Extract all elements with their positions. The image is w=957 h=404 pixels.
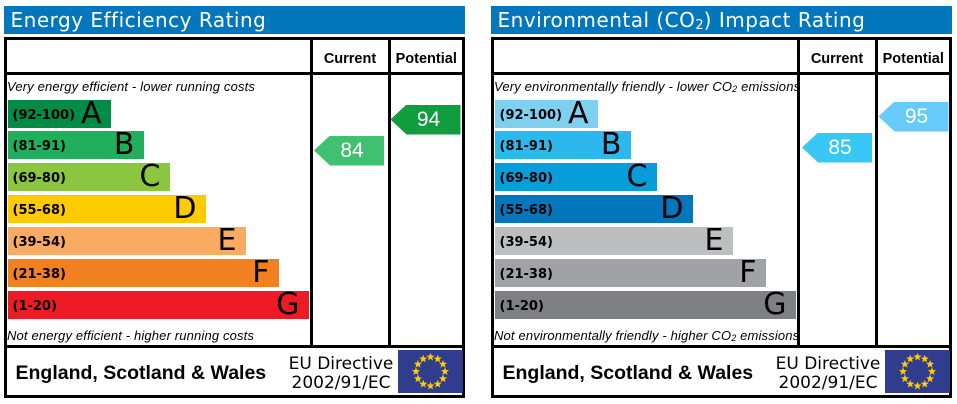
- eu-directive-line2: 2002/91/EC: [291, 373, 391, 393]
- band-range-label: (81-91): [499, 139, 553, 155]
- band-c: (69-80) C: [7, 159, 170, 195]
- band-letter: G: [276, 286, 300, 322]
- band-b: (81-91) B: [7, 127, 144, 163]
- band-d: (55-68) D: [494, 191, 693, 227]
- current-column-header: Current: [323, 51, 377, 67]
- band-letter: A: [80, 95, 102, 131]
- band-d: (55-68) D: [7, 191, 206, 227]
- band-letter: F: [252, 255, 270, 290]
- footer-divider: [494, 344, 949, 348]
- region-label: England, Scotland & Wales: [15, 362, 267, 384]
- potential-rating-value: 94: [416, 107, 441, 131]
- potential-rating-arrow: 95: [878, 101, 949, 132]
- current-rating-value: 85: [828, 135, 852, 159]
- rating-table: Current Potential Very energy efficient …: [4, 37, 465, 398]
- current-rating-arrow: 85: [802, 132, 872, 163]
- top-note: Very energy efficient - lower running co…: [7, 79, 255, 97]
- column-divider: [874, 40, 878, 348]
- current-column-header: Current: [810, 51, 864, 67]
- eu-flag-icon: [398, 349, 463, 393]
- potential-rating-arrow: 94: [390, 104, 461, 135]
- top-note: Very environmentally friendly - lower CO…: [494, 79, 800, 97]
- band-letter: F: [739, 255, 757, 290]
- environmental-impact-panel: Environmental (CO2) Impact Rating Curren…: [491, 6, 952, 398]
- band-range-label: (81-91): [12, 139, 66, 155]
- eu-directive-label: EU Directive 2002/91/EC: [286, 355, 396, 393]
- band-range-label: (92-100): [12, 107, 76, 123]
- region-label: England, Scotland & Wales: [502, 362, 754, 384]
- potential-column-header: Potential: [882, 51, 944, 67]
- panel-title-bar: Energy Efficiency Rating: [4, 6, 465, 34]
- band-letter: D: [173, 191, 197, 227]
- eu-directive-line2: 2002/91/EC: [778, 373, 878, 393]
- band-f: (21-38) F: [7, 255, 279, 290]
- band-letter: D: [660, 191, 684, 227]
- header-divider: [7, 72, 462, 75]
- band-range-label: (55-68): [499, 203, 553, 219]
- band-range-label: (69-80): [12, 171, 66, 187]
- column-divider: [387, 40, 391, 348]
- title-text: Environmental (CO: [497, 8, 696, 32]
- column-divider: [309, 40, 313, 348]
- band-letter: E: [704, 223, 724, 259]
- note-text: emissions: [737, 78, 801, 94]
- band-range-label: (55-68): [12, 203, 66, 219]
- band-letter: A: [567, 95, 589, 131]
- panel-title: Environmental (CO2) Impact Rating: [497, 8, 866, 33]
- panel-title: Energy Efficiency Rating: [11, 8, 267, 32]
- band-letter: G: [763, 286, 787, 322]
- potential-rating-value: 95: [904, 104, 929, 128]
- band-f: (21-38) F: [494, 255, 766, 290]
- eu-directive-label: EU Directive 2002/91/EC: [773, 355, 883, 393]
- band-range-label: (21-38): [12, 267, 66, 282]
- band-e: (39-54) E: [7, 223, 246, 259]
- band-letter: B: [113, 127, 135, 163]
- title-text: Energy Efficiency Rating: [10, 8, 267, 32]
- band-g: (1-20) G: [494, 286, 796, 322]
- band-range-label: (1-20): [12, 298, 57, 314]
- column-divider: [796, 40, 800, 348]
- band-range-label: (21-38): [499, 267, 553, 282]
- band-b: (81-91) B: [494, 127, 631, 163]
- note-text: Very environmentally friendly - lower CO: [494, 78, 733, 94]
- bottom-note: Not environmentally friendly - higher CO…: [494, 328, 799, 346]
- current-rating-arrow: 84: [314, 135, 384, 166]
- title-subscript: 2: [695, 18, 704, 33]
- eu-directive-line1: EU Directive: [775, 354, 881, 374]
- band-letter: B: [600, 127, 622, 163]
- band-letter: E: [217, 223, 237, 259]
- note-text: emissions: [736, 327, 800, 343]
- note-text: Not environmentally friendly - higher CO: [494, 327, 732, 343]
- band-e: (39-54) E: [494, 223, 733, 259]
- band-range-label: (39-54): [499, 235, 553, 251]
- header-divider: [494, 72, 949, 75]
- eu-flag-icon: [885, 349, 950, 393]
- bottom-note: Not energy efficient - higher running co…: [7, 328, 254, 346]
- note-subscript: 2: [732, 83, 738, 94]
- band-a: (92-100) A: [7, 95, 111, 131]
- band-range-label: (39-54): [12, 235, 66, 251]
- band-g: (1-20) G: [7, 286, 309, 322]
- band-letter: C: [626, 159, 648, 195]
- note-subscript: 2: [731, 332, 737, 343]
- panel-title-bar: Environmental (CO2) Impact Rating: [491, 6, 952, 34]
- note-text: Not energy efficient - higher running co…: [7, 327, 255, 343]
- potential-column-header: Potential: [395, 51, 457, 67]
- band-range-label: (1-20): [499, 298, 544, 314]
- band-a: (92-100) A: [494, 95, 598, 131]
- current-rating-value: 84: [340, 138, 364, 162]
- footer-divider: [7, 344, 462, 348]
- band-range-label: (92-100): [499, 107, 563, 123]
- note-text: Very energy efficient - lower running co…: [7, 78, 256, 94]
- energy-efficiency-panel: Energy Efficiency Rating Current Potenti…: [4, 6, 465, 398]
- band-letter: C: [139, 159, 161, 195]
- rating-table: Current Potential Very environmentally f…: [491, 37, 952, 398]
- band-c: (69-80) C: [494, 159, 657, 195]
- eu-directive-line1: EU Directive: [288, 354, 394, 374]
- title-text: ) Impact Rating: [703, 8, 866, 32]
- band-range-label: (69-80): [499, 171, 553, 187]
